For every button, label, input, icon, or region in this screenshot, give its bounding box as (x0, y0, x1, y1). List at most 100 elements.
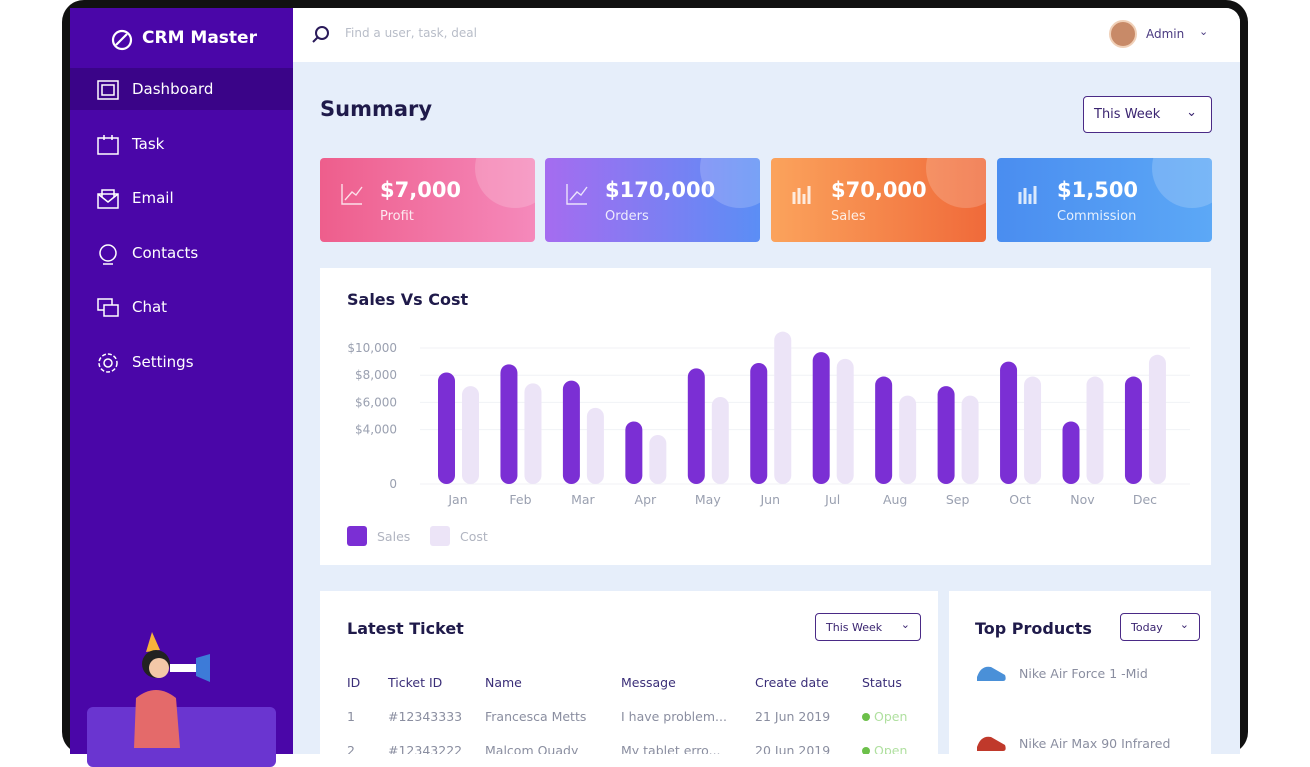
legend-swatch (430, 526, 450, 546)
col-header: Create date (755, 674, 829, 690)
cell: 21 Jun 2019 (755, 708, 831, 724)
ticket-panel: Latest Ticket This Week ⌄ ID Ticket ID Na… (320, 591, 938, 754)
ticket-table: ID Ticket ID Name Message Create date St… (347, 665, 907, 754)
icon (566, 184, 588, 205)
chart: Sales Vs Cost 0 $4,000 $6,000 $8,000 $10,000… (347, 290, 1190, 546)
sidebar: CRM Master Dashboard Task Email Contacts… (70, 8, 293, 767)
avatar (1109, 20, 1137, 48)
nav-item[interactable]: Chat (70, 286, 293, 328)
icon (97, 80, 119, 100)
stat-value: $170,000 (605, 178, 716, 202)
stat-card: $7,000 Profit (320, 158, 535, 242)
nav-label: Email (132, 189, 174, 207)
user-name[interactable]: Admin (1146, 27, 1185, 41)
status-text: Open (874, 708, 908, 724)
bar (836, 358, 854, 484)
legend-label: Cost (460, 529, 488, 544)
bar (649, 435, 667, 484)
icon (97, 189, 119, 209)
stat-card: $170,000 Orders (545, 158, 760, 242)
period-select[interactable]: This Week ⌄ (1083, 96, 1212, 133)
nav-label: Task (132, 135, 165, 153)
stat-value: $70,000 (831, 178, 927, 202)
status-text: Open (874, 742, 908, 755)
product-name[interactable]: Nike Air Max 90 Infrared (1019, 736, 1171, 751)
x-tick-label: Apr (635, 492, 657, 507)
cell: 20 Jun 2019 (755, 742, 831, 755)
cell: Francesca Metts (485, 708, 587, 724)
cell: My tablet erro... (621, 742, 721, 755)
nav-item[interactable]: Task (70, 123, 293, 165)
select-label: Today (1131, 620, 1163, 634)
bar (1086, 376, 1104, 484)
icon (99, 244, 117, 265)
x-tick-label: Aug (883, 492, 907, 507)
product-name[interactable]: Nike Air Force 1 -Mid (1019, 666, 1148, 681)
stat-label: Orders (605, 209, 649, 224)
bar (1000, 361, 1018, 484)
x-tick-label: Mar (571, 492, 595, 507)
bar (562, 380, 580, 484)
x-tick-label: Feb (509, 492, 531, 507)
period-select[interactable]: Today ⌄ (1120, 613, 1200, 641)
section-title: Summary (320, 97, 433, 121)
bar (875, 376, 893, 484)
bar (524, 383, 542, 484)
stat-card: $1,500 Commission (997, 158, 1212, 242)
y-tick-label: $8,000 (355, 368, 397, 382)
legend-swatch (347, 526, 367, 546)
brand: CRM Master (142, 28, 257, 48)
row[interactable]: 1 #12343333 Francesca Metts I have problem.… (347, 699, 907, 733)
y-tick-label: $10,000 (347, 341, 397, 355)
y-tick-label: $4,000 (355, 423, 397, 437)
legend-label: Sales (377, 529, 410, 544)
period-select[interactable]: This Week ⌄ (815, 613, 921, 641)
bar (812, 352, 830, 484)
nav-item[interactable]: Settings (70, 341, 293, 383)
col-header: Name (485, 674, 522, 690)
illustration (134, 632, 210, 748)
bar (711, 396, 729, 484)
col-header: Ticket ID (388, 674, 443, 690)
cell: I have problem... (621, 708, 727, 724)
nav-label: Chat (132, 298, 168, 316)
nav-item[interactable]: Dashboard (70, 68, 293, 110)
top-bar (293, 8, 1240, 62)
nav-item[interactable]: Contacts (70, 232, 293, 274)
search-icon (312, 26, 329, 43)
stat-value: $7,000 (380, 178, 462, 202)
row[interactable]: 2 #12343222 Malcom Quady My tablet erro... 2… (347, 733, 907, 754)
status: Open (862, 699, 907, 733)
select-label: This Week (1094, 107, 1161, 122)
product-image (977, 736, 1006, 751)
nav-item[interactable]: Email (70, 177, 293, 219)
search-input[interactable]: Find a user, task, deal (345, 26, 477, 40)
stat-label: Sales (831, 209, 866, 224)
bar (774, 331, 792, 484)
stat-card: $70,000 Sales (771, 158, 986, 242)
bar (438, 372, 455, 484)
nav-label: Dashboard (132, 80, 214, 98)
panel-title: Top Products (975, 619, 1092, 638)
col-header: Message (621, 674, 676, 690)
icon (97, 298, 119, 317)
bar (687, 368, 705, 484)
bar (899, 395, 917, 484)
nav-label: Contacts (132, 244, 199, 262)
cell: 1 (347, 708, 355, 724)
icon (98, 353, 118, 373)
x-tick-label: Dec (1133, 492, 1157, 507)
x-tick-label: Sep (946, 492, 970, 507)
panel-title: Latest Ticket (347, 619, 464, 638)
select-label: This Week (826, 620, 883, 634)
stat-label: Profit (380, 209, 414, 224)
product-image (977, 666, 1006, 681)
stat-label: Commission (1057, 209, 1137, 224)
bar (586, 407, 604, 484)
col-header: Status (862, 674, 902, 690)
x-tick-label: May (695, 492, 721, 507)
status: Open (862, 733, 907, 754)
bar (462, 386, 479, 484)
bar (1124, 376, 1142, 484)
